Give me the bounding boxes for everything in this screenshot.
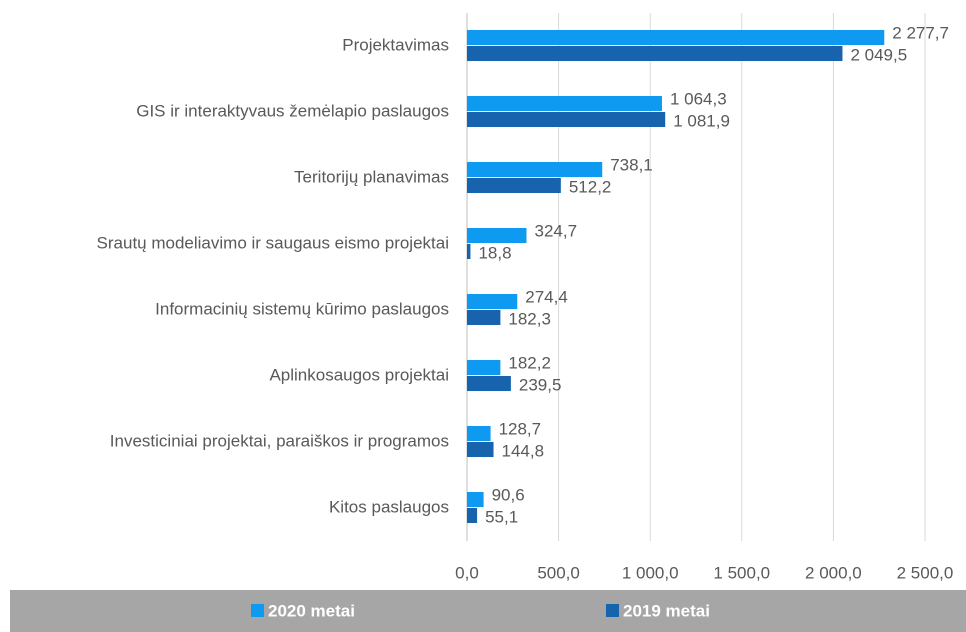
legend-swatch [251, 604, 264, 617]
data-label: 18,8 [478, 243, 511, 262]
bar [467, 46, 843, 61]
y-tick-label: Teritorijų planavimas [294, 167, 449, 186]
data-label: 274,4 [525, 287, 568, 306]
bar [467, 442, 494, 457]
data-label: 55,1 [485, 507, 518, 526]
legend-band [10, 590, 966, 632]
y-tick-label: Informacinių sistemų kūrimo paslaugos [155, 299, 449, 318]
y-tick-label: Kitos paslaugos [329, 497, 449, 516]
bar [467, 228, 527, 243]
bar [467, 508, 478, 523]
legend-swatch [606, 604, 619, 617]
y-tick-label: Srautų modeliavimo ir saugaus eismo proj… [97, 233, 449, 252]
data-label: 182,3 [508, 309, 551, 328]
bar [467, 162, 603, 177]
x-tick-label: 1 500,0 [713, 563, 770, 582]
data-label: 324,7 [534, 221, 577, 240]
data-label: 1 064,3 [670, 89, 727, 108]
bar [467, 294, 518, 309]
legend-label: 2020 metai [268, 601, 355, 620]
bar [467, 96, 662, 111]
data-label: 2 049,5 [850, 45, 907, 64]
bar [467, 244, 471, 259]
bar [467, 30, 885, 45]
y-tick-label: Investiciniai projektai, paraiškos ir pr… [110, 431, 449, 450]
x-tick-label: 2 000,0 [805, 563, 862, 582]
x-tick-label: 2 500,0 [897, 563, 954, 582]
y-tick-label: GIS ir interaktyvaus žemėlapio paslaugos [136, 101, 449, 120]
data-label: 239,5 [519, 375, 562, 394]
bar [467, 360, 501, 375]
y-tick-label: Aplinkosaugos projektai [269, 365, 449, 384]
data-label: 512,2 [569, 177, 612, 196]
data-label: 128,7 [499, 419, 542, 438]
bar [467, 492, 484, 507]
x-tick-label: 1 000,0 [622, 563, 679, 582]
data-label: 182,2 [508, 353, 551, 372]
data-label: 1 081,9 [673, 111, 730, 130]
data-label: 144,8 [502, 441, 545, 460]
data-label: 90,6 [492, 485, 525, 504]
bar [467, 112, 666, 127]
x-tick-label: 500,0 [537, 563, 580, 582]
data-label: 738,1 [610, 155, 653, 174]
legend-label: 2019 metai [623, 601, 710, 620]
bar [467, 376, 511, 391]
bar [467, 178, 561, 193]
bar [467, 426, 491, 441]
x-tick-label: 0,0 [455, 563, 479, 582]
data-label: 2 277,7 [892, 23, 949, 42]
y-tick-label: Projektavimas [342, 35, 449, 54]
bar [467, 310, 501, 325]
